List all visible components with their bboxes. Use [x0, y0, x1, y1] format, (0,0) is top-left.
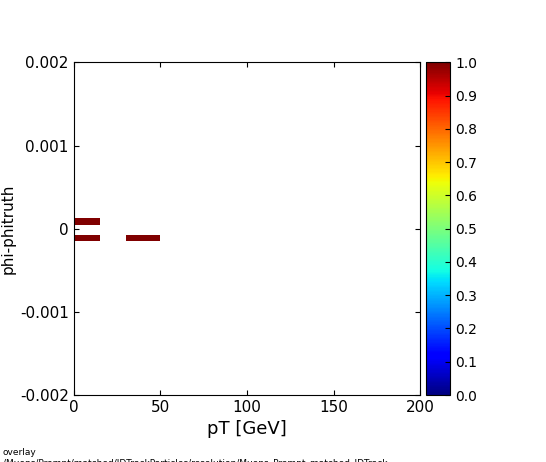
Bar [74, 218, 100, 225]
X-axis label: pT [GeV]: pT [GeV] [207, 420, 287, 438]
Bar [74, 235, 100, 241]
Y-axis label: phi-phitruth: phi-phitruth [1, 183, 16, 274]
Bar [126, 235, 161, 241]
Text: overlay
/Muons/Prompt/matched/IDTrackParticles/resolution/Muons_Prompt_matched_I: overlay /Muons/Prompt/matched/IDTrackPar… [3, 448, 387, 462]
